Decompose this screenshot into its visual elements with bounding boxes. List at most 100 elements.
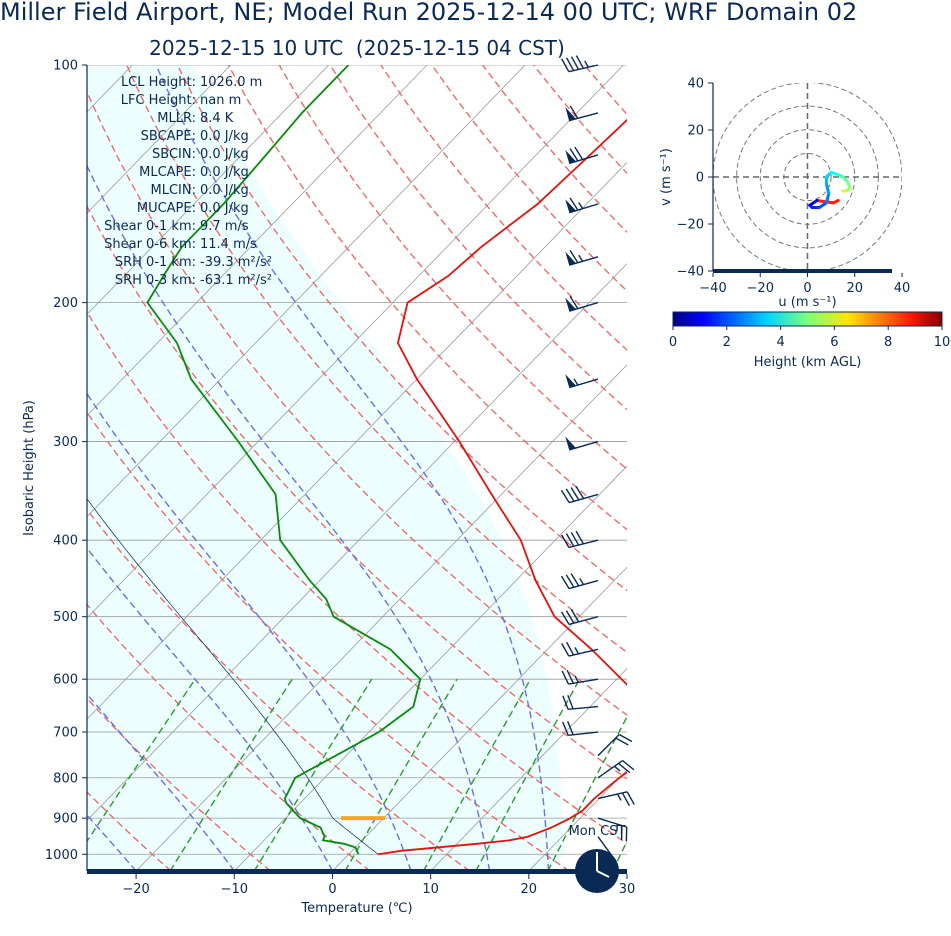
barb-full	[569, 295, 579, 310]
wind-barb	[565, 249, 599, 266]
stat-label: MUCAPE:	[137, 201, 196, 216]
moist-adiabats	[87, 65, 550, 871]
hodo-x-tick-label: 40	[894, 281, 911, 296]
barb-full	[566, 57, 575, 71]
barb-full	[561, 534, 570, 548]
stat-value: 0.0 J/kg	[200, 129, 249, 144]
wind-barb	[561, 641, 599, 657]
wind-barb	[561, 530, 599, 549]
barb-flag	[565, 297, 576, 312]
barb-full	[565, 641, 575, 656]
stats-panel: LCL Height: 1026.0 m LFC Height: nan m MLLR:…	[104, 75, 272, 288]
barb-flag	[565, 199, 576, 213]
dry-adiabat-line	[87, 603, 371, 871]
y-tick-label: 400	[53, 534, 78, 549]
skew-t-axes: −20 −10 0 10 20 30 100 200 300 400 500 600 700 800 900…	[22, 59, 635, 917]
barb-full	[569, 249, 579, 264]
barb-half	[573, 378, 579, 386]
isotherm-line	[87, 65, 428, 417]
dry-adiabat-line	[87, 411, 570, 871]
moist-adiabat-line	[87, 547, 334, 871]
stat-label: Shear 0-6 km:	[104, 237, 196, 252]
barb-full	[618, 733, 633, 743]
wind-barb	[565, 105, 599, 122]
x-tick-label: 20	[521, 882, 538, 897]
barb-full	[569, 197, 579, 211]
wind-barb	[562, 721, 599, 737]
stat-value: -39.3 m²/s²	[200, 255, 272, 270]
wind-barb	[562, 695, 599, 711]
barb-staff	[569, 378, 599, 389]
hodograph-segment	[824, 182, 831, 195]
wind-barb	[560, 608, 599, 626]
wind-barb	[597, 817, 628, 842]
dry-adiabat-line	[87, 204, 627, 780]
mixing-ratio-line	[422, 678, 532, 871]
barb-full	[570, 56, 580, 70]
isotherm-line	[87, 65, 330, 315]
hodograph	[713, 83, 902, 271]
wind-barb	[561, 55, 599, 73]
wind-barb	[565, 197, 599, 214]
y-tick-label: 1000	[45, 848, 78, 863]
stat-value: nan m	[200, 93, 241, 108]
barb-full	[622, 760, 635, 771]
barb-full	[569, 148, 579, 162]
y-tick-label: 700	[53, 726, 78, 741]
moist-adiabat-line	[87, 693, 235, 871]
barb-half	[574, 675, 579, 683]
mixing-ratio-line	[611, 839, 627, 871]
wind-barb	[597, 733, 633, 757]
stat-label: MLCIN:	[151, 183, 196, 198]
barb-full	[615, 737, 629, 746]
hodo-x-tick-label: 20	[846, 281, 863, 296]
wind-barb	[565, 295, 599, 312]
wind-barbs	[560, 55, 635, 889]
barb-full	[560, 489, 570, 504]
chart-subtitle: 2025-12-15 10 UTC (2025-12-15 04 CST)	[149, 36, 565, 60]
y-tick-label: 500	[53, 610, 78, 625]
barb-flag	[565, 251, 576, 266]
hodo-y-tick-label: −40	[677, 265, 704, 280]
isotherm-line	[233, 465, 627, 871]
isotherm-line	[87, 65, 624, 619]
hodo-x-axis	[713, 269, 892, 273]
hodo-x-tick-label: 0	[803, 281, 811, 296]
barb-full	[569, 105, 579, 119]
dry-adiabat-line	[635, 65, 951, 871]
barb-full	[565, 488, 575, 502]
y-tick-label: 200	[53, 296, 78, 311]
stat-label: SRH 0-3 km:	[115, 273, 196, 288]
barb-full	[570, 608, 580, 623]
colorbar-tick-label: 2	[723, 335, 731, 350]
dry-adiabat-line	[583, 65, 627, 116]
stat-value: 1026.0 m	[200, 75, 262, 90]
barb-half	[616, 793, 622, 801]
barb-full	[570, 573, 580, 587]
hodo-x-axis-label: u (m s⁻¹)	[778, 295, 836, 310]
barb-full	[561, 670, 570, 685]
colorbar-tick-label: 6	[830, 335, 838, 350]
colorbar-tick-label: 10	[934, 335, 951, 350]
parcel-path	[87, 498, 379, 855]
x-axis-label: Temperature (℃)	[300, 901, 412, 916]
y-tick-label: 600	[53, 673, 78, 688]
wind-barb	[597, 791, 635, 807]
barb-full	[565, 574, 575, 588]
x-tick-label: 30	[619, 882, 636, 897]
colorbar-tick-label: 0	[669, 335, 677, 350]
barb-full	[560, 611, 570, 625]
barb-staff	[569, 154, 599, 165]
shaded-region	[87, 65, 565, 871]
barb-full	[626, 791, 635, 805]
stat-label: MLCAPE:	[139, 165, 196, 180]
barb-full	[565, 533, 575, 547]
barb-full	[561, 643, 570, 657]
wind-barb	[565, 374, 599, 389]
y-axis-label: Isobaric Height (hPa)	[22, 400, 37, 536]
dry-adiabat-line	[227, 65, 627, 531]
isotherm-line	[626, 870, 627, 871]
x-axis-bar	[87, 869, 627, 874]
hodo-x-tick-label: −40	[699, 281, 726, 296]
stat-label: LFC Height:	[121, 93, 196, 108]
